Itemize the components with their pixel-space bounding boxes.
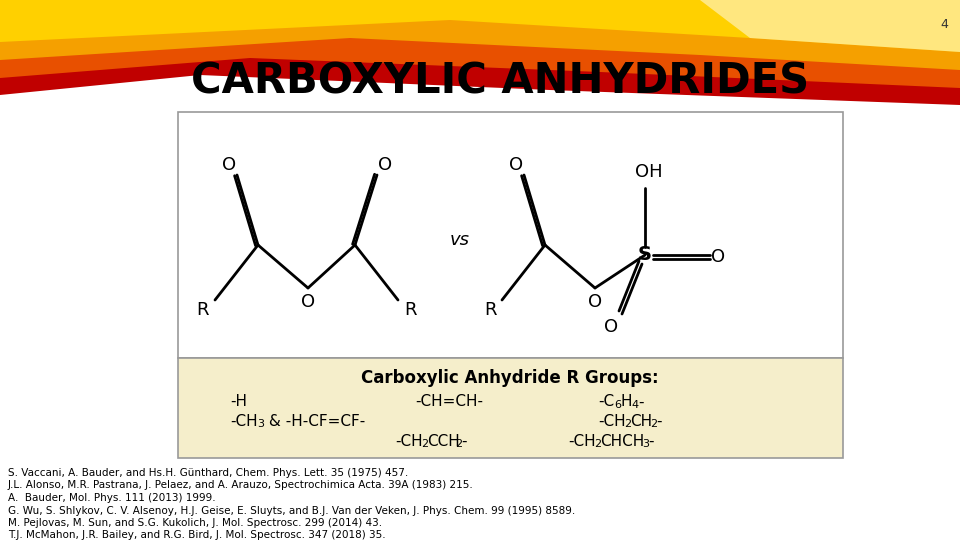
Text: -C: -C [598, 395, 614, 409]
Bar [178, 358, 843, 458]
Text: O: O [300, 293, 315, 311]
Text: CCH: CCH [427, 434, 460, 449]
Text: 4: 4 [631, 400, 638, 410]
Text: R: R [404, 301, 417, 319]
Text: O: O [604, 318, 618, 336]
Text: M. Pejlovas, M. Sun, and S.G. Kukolich, J. Mol. Spectrosc. 299 (2014) 43.: M. Pejlovas, M. Sun, and S.G. Kukolich, … [8, 518, 382, 528]
Text: CH: CH [630, 414, 652, 429]
Text: O: O [378, 156, 392, 174]
Polygon shape [700, 0, 960, 52]
Text: A.  Bauder, Mol. Phys. 111 (2013) 1999.: A. Bauder, Mol. Phys. 111 (2013) 1999. [8, 493, 216, 503]
Text: 3: 3 [257, 419, 264, 429]
Text: R: R [197, 301, 209, 319]
Text: -: - [648, 434, 654, 449]
Text: T.J. McMahon, J.R. Bailey, and R.G. Bird, J. Mol. Spectrosc. 347 (2018) 35.: T.J. McMahon, J.R. Bailey, and R.G. Bird… [8, 530, 386, 540]
Text: -CH: -CH [395, 434, 422, 449]
Text: 4: 4 [940, 18, 948, 31]
Bar [178, 112, 843, 358]
Text: -CH: -CH [230, 414, 257, 429]
Polygon shape [0, 0, 960, 70]
Text: -: - [656, 414, 661, 429]
Text: -CH=CH-: -CH=CH- [415, 395, 483, 409]
Text: -H: -H [230, 395, 247, 409]
Text: -: - [638, 395, 643, 409]
Text: O: O [711, 248, 725, 266]
Text: G. Wu, S. Shlykov, C. V. Alsenoy, H.J. Geise, E. Sluyts, and B.J. Van der Veken,: G. Wu, S. Shlykov, C. V. Alsenoy, H.J. G… [8, 505, 575, 516]
Text: 2: 2 [594, 439, 601, 449]
Text: O: O [509, 156, 523, 174]
Text: -: - [461, 434, 467, 449]
Text: CHCH: CHCH [600, 434, 644, 449]
Text: 2: 2 [455, 439, 462, 449]
Text: O: O [222, 156, 236, 174]
Text: OH: OH [636, 163, 662, 181]
Text: -CH: -CH [598, 414, 626, 429]
Text: 2: 2 [624, 419, 631, 429]
Text: O: O [588, 293, 602, 311]
Text: 3: 3 [642, 439, 649, 449]
Text: S. Vaccani, A. Bauder, and Hs.H. Günthard, Chem. Phys. Lett. 35 (1975) 457.: S. Vaccani, A. Bauder, and Hs.H. Günthar… [8, 468, 408, 478]
Text: 2: 2 [650, 419, 658, 429]
Polygon shape [0, 0, 960, 52]
Polygon shape [0, 0, 960, 105]
Text: CARBOXYLIC ANHYDRIDES: CARBOXYLIC ANHYDRIDES [191, 61, 809, 103]
Text: 6: 6 [614, 400, 621, 410]
Text: J.L. Alonso, M.R. Pastrana, J. Pelaez, and A. Arauzo, Spectrochimica Acta. 39A (: J.L. Alonso, M.R. Pastrana, J. Pelaez, a… [8, 481, 473, 490]
Text: Carboxylic Anhydride R Groups:: Carboxylic Anhydride R Groups: [361, 369, 659, 387]
Text: 2: 2 [421, 439, 428, 449]
Polygon shape [0, 0, 960, 88]
Text: -CH: -CH [568, 434, 595, 449]
Text: S: S [638, 246, 652, 265]
Text: H: H [620, 395, 632, 409]
Text: vs: vs [450, 231, 470, 249]
Text: R: R [484, 301, 496, 319]
Text: & -H-CF=CF-: & -H-CF=CF- [264, 414, 365, 429]
